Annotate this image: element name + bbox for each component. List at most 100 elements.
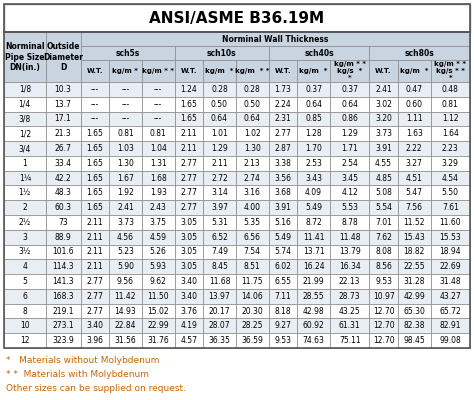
Text: Norminal
Pipe Size
DN(in.): Norminal Pipe Size DN(in.) [5, 42, 45, 72]
Bar [174, 304, 203, 318]
Bar [430, 60, 470, 82]
Text: 1.92: 1.92 [117, 188, 134, 197]
Text: 33.4: 33.4 [55, 159, 72, 168]
Text: 5: 5 [22, 277, 27, 286]
Bar [330, 274, 369, 289]
Text: 4.57: 4.57 [181, 336, 197, 345]
Bar [109, 60, 142, 82]
Bar [203, 244, 236, 259]
Text: 10: 10 [20, 321, 29, 330]
Text: 7.56: 7.56 [406, 203, 423, 212]
Text: 3.75: 3.75 [150, 218, 167, 227]
Bar [174, 141, 203, 156]
Text: 3.29: 3.29 [442, 159, 459, 168]
Bar [81, 200, 109, 215]
Text: 5.90: 5.90 [117, 262, 134, 271]
Bar [46, 333, 81, 348]
Bar [109, 333, 142, 348]
Text: 7.54: 7.54 [244, 248, 261, 256]
Bar [330, 82, 369, 97]
Bar [269, 171, 297, 186]
Bar [203, 304, 236, 318]
Bar [46, 82, 81, 97]
Bar [297, 318, 330, 333]
Text: 5.26: 5.26 [150, 248, 167, 256]
Bar [430, 112, 470, 126]
Text: 1.28: 1.28 [305, 129, 322, 138]
Bar [398, 186, 430, 200]
Bar [398, 244, 430, 259]
Bar [369, 141, 398, 156]
Bar [203, 318, 236, 333]
Text: 9.56: 9.56 [117, 277, 134, 286]
Text: 6.56: 6.56 [244, 233, 261, 242]
Bar [4, 156, 46, 171]
Bar [109, 215, 142, 230]
Text: kg/m *: kg/m * [112, 68, 138, 74]
Text: 1.65: 1.65 [86, 188, 103, 197]
Text: 2.11: 2.11 [86, 262, 103, 271]
Bar [369, 186, 398, 200]
Text: 0.64: 0.64 [244, 114, 261, 124]
Text: 11.41: 11.41 [303, 233, 324, 242]
Text: 1.24: 1.24 [181, 85, 197, 94]
Bar [330, 333, 369, 348]
Text: 13.79: 13.79 [339, 248, 361, 256]
Text: 1.70: 1.70 [305, 144, 322, 153]
Bar [430, 333, 470, 348]
Bar [369, 215, 398, 230]
Text: 0.86: 0.86 [341, 114, 358, 124]
Bar [430, 215, 470, 230]
Text: 28.55: 28.55 [303, 292, 324, 301]
Text: 3.05: 3.05 [181, 218, 197, 227]
Text: 323.9: 323.9 [52, 336, 74, 345]
Bar [203, 126, 236, 141]
Text: 4.00: 4.00 [244, 203, 261, 212]
Bar [174, 46, 269, 60]
Bar [236, 156, 269, 171]
Text: 3/8: 3/8 [18, 114, 31, 124]
Text: kg/m * *
kg/s  *
*: kg/m * * kg/s * * [334, 61, 365, 81]
Text: 21.3: 21.3 [55, 129, 72, 138]
Text: ---: --- [91, 114, 99, 124]
Bar [109, 141, 142, 156]
Bar [4, 259, 46, 274]
Bar [398, 289, 430, 304]
Bar [109, 244, 142, 259]
Bar [174, 112, 203, 126]
Text: 1.30: 1.30 [244, 144, 261, 153]
Bar [109, 318, 142, 333]
Bar [203, 200, 236, 215]
Bar [174, 200, 203, 215]
Text: 13.97: 13.97 [209, 292, 230, 301]
Bar [46, 126, 81, 141]
Bar [330, 200, 369, 215]
Text: 3.40: 3.40 [86, 321, 103, 330]
Bar [297, 156, 330, 171]
Bar [109, 82, 142, 97]
Bar [109, 126, 142, 141]
Bar [81, 333, 109, 348]
Bar [269, 112, 297, 126]
Text: 22.69: 22.69 [439, 262, 461, 271]
Text: 82.91: 82.91 [439, 321, 461, 330]
Bar [4, 112, 46, 126]
Text: 1¼: 1¼ [18, 174, 31, 182]
Text: 0.81: 0.81 [150, 129, 167, 138]
Bar [203, 112, 236, 126]
Bar [330, 289, 369, 304]
Bar [81, 82, 109, 97]
Text: 8.56: 8.56 [375, 262, 392, 271]
Text: Norminal Wall Thickness: Norminal Wall Thickness [222, 34, 328, 44]
Text: 21.99: 21.99 [303, 277, 324, 286]
Bar [398, 97, 430, 112]
Text: 1.65: 1.65 [86, 144, 103, 153]
Bar [4, 4, 470, 32]
Bar [109, 171, 142, 186]
Text: sch10s: sch10s [207, 48, 237, 58]
Text: 1.67: 1.67 [117, 174, 134, 182]
Text: 48.3: 48.3 [55, 188, 72, 197]
Text: 3.27: 3.27 [406, 159, 423, 168]
Text: 0.60: 0.60 [406, 100, 423, 109]
Text: 0.64: 0.64 [305, 100, 322, 109]
